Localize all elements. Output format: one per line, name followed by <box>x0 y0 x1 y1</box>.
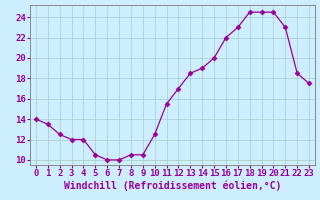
X-axis label: Windchill (Refroidissement éolien,°C): Windchill (Refroidissement éolien,°C) <box>64 181 281 191</box>
